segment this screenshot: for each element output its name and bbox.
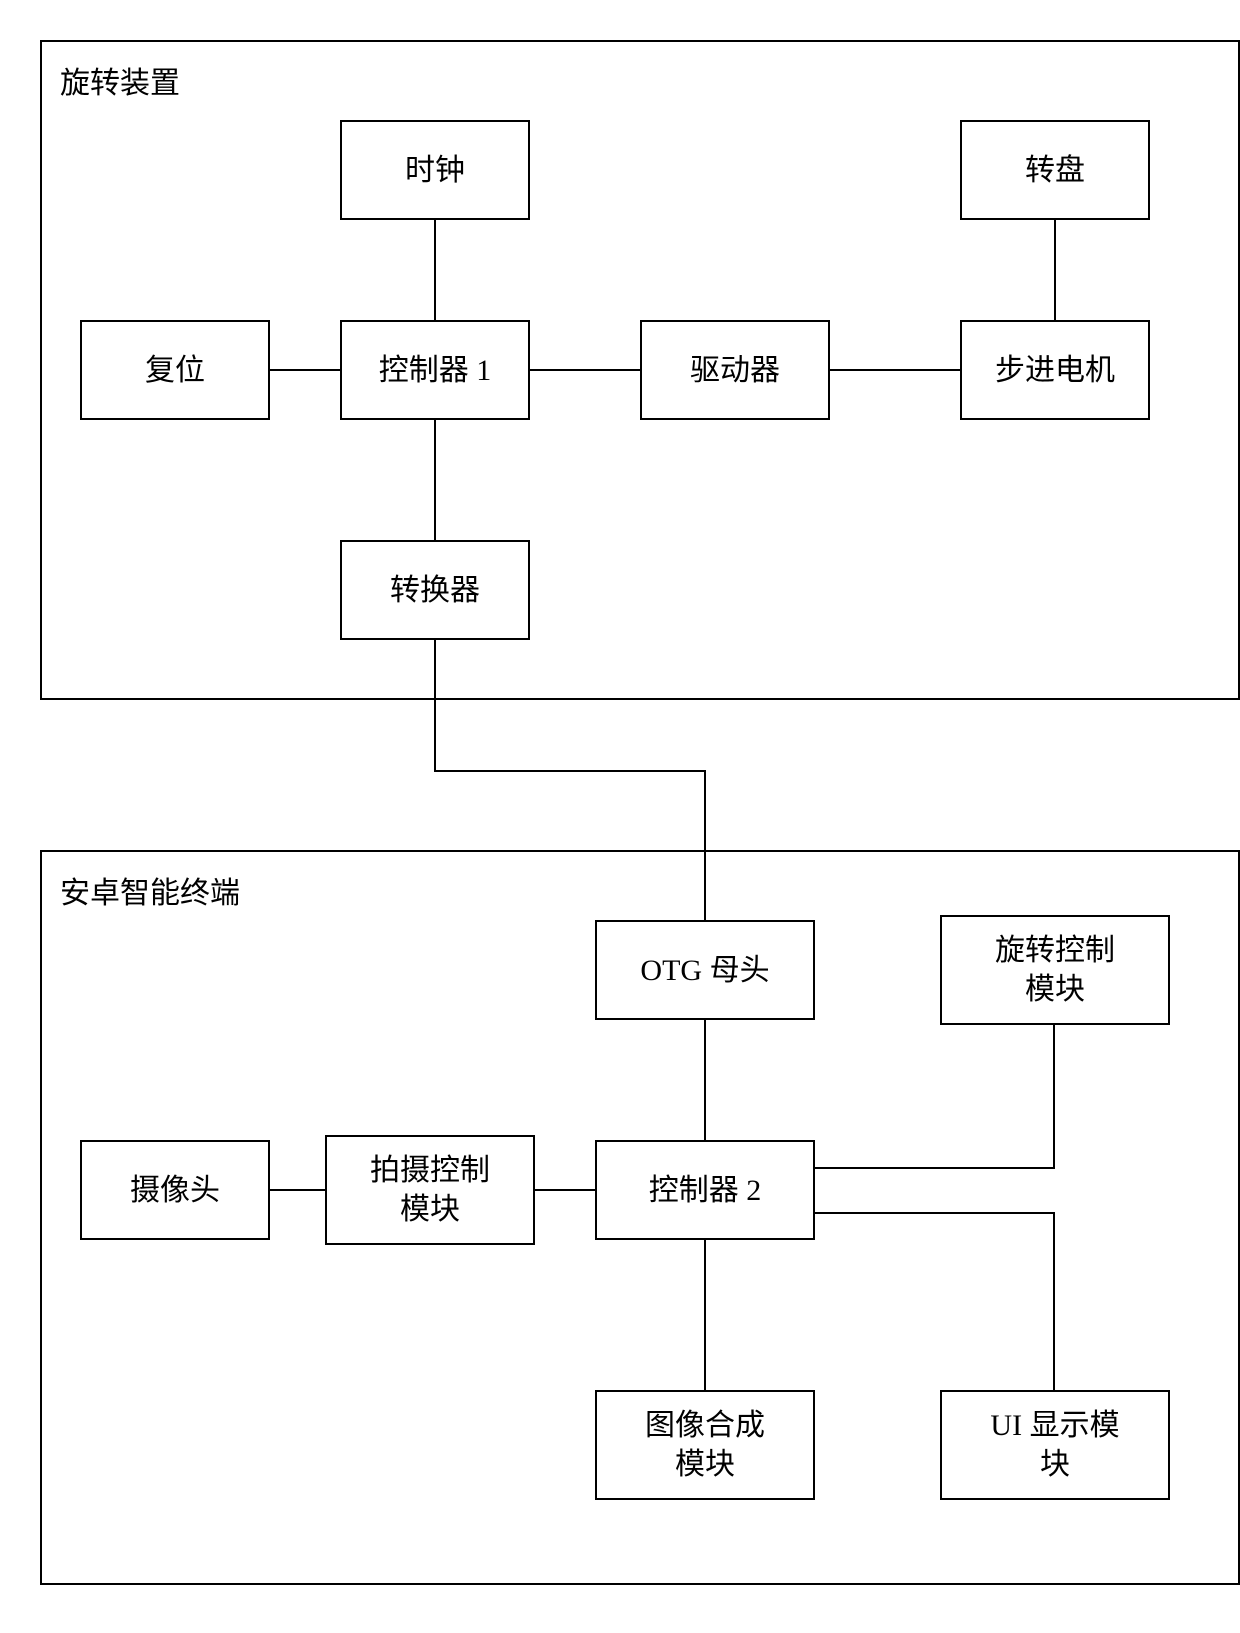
edge-controller2-imgsynth <box>704 1240 706 1390</box>
node-rotcontrol: 旋转控制 模块 <box>940 915 1170 1025</box>
node-turntable: 转盘 <box>960 120 1150 220</box>
node-stepper: 步进电机 <box>960 320 1150 420</box>
edge-shotcontrol-controller2 <box>535 1189 595 1191</box>
edge-controller2-rot-v <box>1053 1025 1055 1169</box>
node-controller1: 控制器 1 <box>340 320 530 420</box>
edge-controller2-ui-h <box>815 1212 1055 1214</box>
node-driver: 驱动器 <box>640 320 830 420</box>
edge-controller1-converter <box>434 420 436 540</box>
edge-turntable-stepper <box>1054 220 1056 320</box>
node-controller2: 控制器 2 <box>595 1140 815 1240</box>
edge-bridge-v <box>704 770 706 920</box>
node-converter: 转换器 <box>340 540 530 640</box>
edge-controller1-driver <box>530 369 640 371</box>
node-imgsynth: 图像合成 模块 <box>595 1390 815 1500</box>
node-camera: 摄像头 <box>80 1140 270 1240</box>
container-bottom-label: 安卓智能终端 <box>60 868 240 912</box>
node-uidisplay: UI 显示模 块 <box>940 1390 1170 1500</box>
edge-otg-controller2 <box>704 1020 706 1140</box>
node-clock: 时钟 <box>340 120 530 220</box>
edge-clock-controller1 <box>434 220 436 320</box>
edge-controller2-ui-v <box>1053 1212 1055 1390</box>
node-shotcontrol: 拍摄控制 模块 <box>325 1135 535 1245</box>
container-top-label: 旋转装置 <box>60 58 180 102</box>
node-reset: 复位 <box>80 320 270 420</box>
edge-reset-controller1 <box>270 369 340 371</box>
edge-driver-stepper <box>830 369 960 371</box>
edge-controller2-rot-h <box>815 1167 1055 1169</box>
node-otg: OTG 母头 <box>595 920 815 1020</box>
edge-converter-down <box>434 640 436 772</box>
diagram-canvas: 旋转装置 安卓智能终端 时钟 转盘 复位 控制器 1 驱动器 步进电机 转换器 … <box>20 20 1240 1613</box>
edge-camera-shotcontrol <box>270 1189 325 1191</box>
edge-bridge-h <box>434 770 706 772</box>
